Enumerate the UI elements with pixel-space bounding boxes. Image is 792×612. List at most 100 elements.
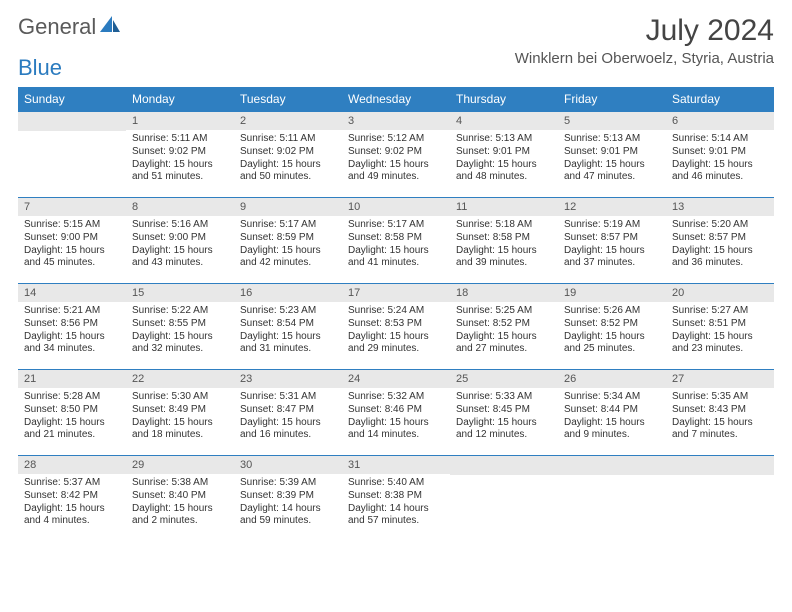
- weekday-header: Saturday: [666, 87, 774, 112]
- location-subtitle: Winklern bei Oberwoelz, Styria, Austria: [515, 50, 774, 67]
- day-details: Sunrise: 5:31 AMSunset: 8:47 PMDaylight:…: [234, 388, 342, 446]
- daylight-text: and 2 minutes.: [132, 515, 228, 528]
- calendar-day-cell: 17Sunrise: 5:24 AMSunset: 8:53 PMDayligh…: [342, 284, 450, 370]
- weekday-header: Monday: [126, 87, 234, 112]
- daylight-text: Daylight: 15 hours: [24, 417, 120, 430]
- calendar-day-cell: 29Sunrise: 5:38 AMSunset: 8:40 PMDayligh…: [126, 456, 234, 542]
- logo-word-blue: Blue: [18, 55, 62, 81]
- sunrise-text: Sunrise: 5:12 AM: [348, 133, 444, 146]
- sunset-text: Sunset: 8:46 PM: [348, 404, 444, 417]
- daylight-text: and 23 minutes.: [672, 343, 768, 356]
- day-number: 30: [234, 456, 342, 474]
- day-details: Sunrise: 5:28 AMSunset: 8:50 PMDaylight:…: [18, 388, 126, 446]
- day-number: 8: [126, 198, 234, 216]
- daylight-text: and 43 minutes.: [132, 257, 228, 270]
- sunset-text: Sunset: 8:39 PM: [240, 490, 336, 503]
- day-details: Sunrise: 5:20 AMSunset: 8:57 PMDaylight:…: [666, 216, 774, 274]
- day-number: 4: [450, 112, 558, 130]
- sunset-text: Sunset: 8:56 PM: [24, 318, 120, 331]
- day-number: [450, 456, 558, 475]
- calendar-week-row: 21Sunrise: 5:28 AMSunset: 8:50 PMDayligh…: [18, 370, 774, 456]
- day-details: Sunrise: 5:38 AMSunset: 8:40 PMDaylight:…: [126, 474, 234, 532]
- daylight-text: and 49 minutes.: [348, 171, 444, 184]
- day-details: Sunrise: 5:23 AMSunset: 8:54 PMDaylight:…: [234, 302, 342, 360]
- sunset-text: Sunset: 8:45 PM: [456, 404, 552, 417]
- daylight-text: and 12 minutes.: [456, 429, 552, 442]
- calendar-day-cell: 10Sunrise: 5:17 AMSunset: 8:58 PMDayligh…: [342, 198, 450, 284]
- sunrise-text: Sunrise: 5:24 AM: [348, 305, 444, 318]
- daylight-text: and 50 minutes.: [240, 171, 336, 184]
- sunrise-text: Sunrise: 5:15 AM: [24, 219, 120, 232]
- calendar-day-cell: [558, 456, 666, 542]
- day-number: 23: [234, 370, 342, 388]
- sunset-text: Sunset: 9:02 PM: [132, 146, 228, 159]
- calendar-day-cell: 23Sunrise: 5:31 AMSunset: 8:47 PMDayligh…: [234, 370, 342, 456]
- sunrise-text: Sunrise: 5:32 AM: [348, 391, 444, 404]
- daylight-text: Daylight: 15 hours: [564, 159, 660, 172]
- daylight-text: Daylight: 15 hours: [456, 159, 552, 172]
- sunset-text: Sunset: 8:42 PM: [24, 490, 120, 503]
- weekday-header: Tuesday: [234, 87, 342, 112]
- daylight-text: and 45 minutes.: [24, 257, 120, 270]
- sunrise-text: Sunrise: 5:21 AM: [24, 305, 120, 318]
- calendar-body: 1Sunrise: 5:11 AMSunset: 9:02 PMDaylight…: [18, 112, 774, 542]
- sunrise-text: Sunrise: 5:13 AM: [564, 133, 660, 146]
- calendar-day-cell: 25Sunrise: 5:33 AMSunset: 8:45 PMDayligh…: [450, 370, 558, 456]
- sunrise-text: Sunrise: 5:26 AM: [564, 305, 660, 318]
- sunset-text: Sunset: 9:01 PM: [564, 146, 660, 159]
- day-number: 29: [126, 456, 234, 474]
- sunrise-text: Sunrise: 5:27 AM: [672, 305, 768, 318]
- day-details: Sunrise: 5:39 AMSunset: 8:39 PMDaylight:…: [234, 474, 342, 532]
- sunrise-text: Sunrise: 5:17 AM: [348, 219, 444, 232]
- daylight-text: Daylight: 15 hours: [672, 245, 768, 258]
- sunset-text: Sunset: 8:58 PM: [348, 232, 444, 245]
- daylight-text: and 4 minutes.: [24, 515, 120, 528]
- sunrise-text: Sunrise: 5:13 AM: [456, 133, 552, 146]
- daylight-text: Daylight: 15 hours: [24, 245, 120, 258]
- day-number: 17: [342, 284, 450, 302]
- sunrise-text: Sunrise: 5:28 AM: [24, 391, 120, 404]
- sunset-text: Sunset: 8:52 PM: [456, 318, 552, 331]
- calendar-day-cell: 12Sunrise: 5:19 AMSunset: 8:57 PMDayligh…: [558, 198, 666, 284]
- day-details: Sunrise: 5:32 AMSunset: 8:46 PMDaylight:…: [342, 388, 450, 446]
- sunset-text: Sunset: 8:57 PM: [564, 232, 660, 245]
- daylight-text: Daylight: 15 hours: [348, 159, 444, 172]
- day-details: Sunrise: 5:33 AMSunset: 8:45 PMDaylight:…: [450, 388, 558, 446]
- daylight-text: and 57 minutes.: [348, 515, 444, 528]
- sunset-text: Sunset: 8:47 PM: [240, 404, 336, 417]
- sunrise-text: Sunrise: 5:17 AM: [240, 219, 336, 232]
- day-details: Sunrise: 5:11 AMSunset: 9:02 PMDaylight:…: [234, 130, 342, 188]
- daylight-text: and 25 minutes.: [564, 343, 660, 356]
- daylight-text: and 36 minutes.: [672, 257, 768, 270]
- daylight-text: Daylight: 15 hours: [132, 417, 228, 430]
- daylight-text: Daylight: 15 hours: [456, 245, 552, 258]
- day-number: 20: [666, 284, 774, 302]
- sunrise-text: Sunrise: 5:14 AM: [672, 133, 768, 146]
- daylight-text: and 16 minutes.: [240, 429, 336, 442]
- day-details: Sunrise: 5:22 AMSunset: 8:55 PMDaylight:…: [126, 302, 234, 360]
- daylight-text: Daylight: 15 hours: [240, 331, 336, 344]
- sunrise-text: Sunrise: 5:22 AM: [132, 305, 228, 318]
- sunrise-text: Sunrise: 5:34 AM: [564, 391, 660, 404]
- calendar-day-cell: 22Sunrise: 5:30 AMSunset: 8:49 PMDayligh…: [126, 370, 234, 456]
- day-number: 25: [450, 370, 558, 388]
- day-number: [666, 456, 774, 475]
- sunset-text: Sunset: 9:01 PM: [672, 146, 768, 159]
- weekday-header: Thursday: [450, 87, 558, 112]
- sunrise-text: Sunrise: 5:39 AM: [240, 477, 336, 490]
- day-details: Sunrise: 5:14 AMSunset: 9:01 PMDaylight:…: [666, 130, 774, 188]
- day-number: 27: [666, 370, 774, 388]
- day-number: 2: [234, 112, 342, 130]
- calendar-table: Sunday Monday Tuesday Wednesday Thursday…: [18, 87, 774, 542]
- sunrise-text: Sunrise: 5:38 AM: [132, 477, 228, 490]
- daylight-text: and 21 minutes.: [24, 429, 120, 442]
- day-details: Sunrise: 5:26 AMSunset: 8:52 PMDaylight:…: [558, 302, 666, 360]
- daylight-text: Daylight: 15 hours: [564, 245, 660, 258]
- calendar-day-cell: 3Sunrise: 5:12 AMSunset: 9:02 PMDaylight…: [342, 112, 450, 198]
- daylight-text: Daylight: 15 hours: [456, 417, 552, 430]
- sunset-text: Sunset: 8:40 PM: [132, 490, 228, 503]
- daylight-text: and 42 minutes.: [240, 257, 336, 270]
- daylight-text: Daylight: 15 hours: [348, 417, 444, 430]
- daylight-text: Daylight: 15 hours: [132, 159, 228, 172]
- calendar-week-row: 28Sunrise: 5:37 AMSunset: 8:42 PMDayligh…: [18, 456, 774, 542]
